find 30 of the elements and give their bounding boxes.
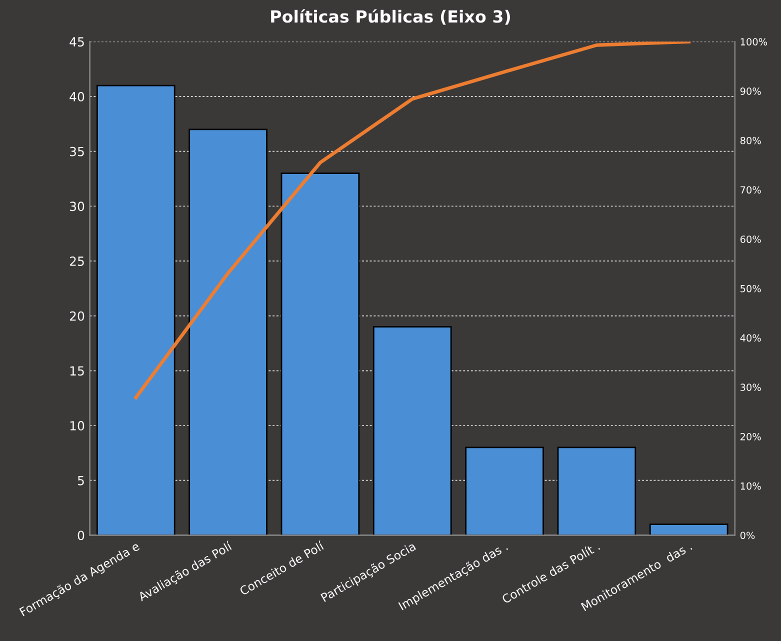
y-tick-label: 40 (70, 92, 84, 102)
chart-title: Políticas Públicas (Eixo 3) (271, 9, 510, 25)
y2-tick-label: 10% (740, 482, 761, 490)
y2-tick-label: 80% (740, 136, 761, 144)
y-tick-label: 15 (70, 366, 84, 376)
bar (96, 84, 176, 536)
y2-tick-label: 0% (740, 532, 755, 540)
bar (280, 172, 360, 536)
y2-tick-label: 60% (740, 236, 761, 243)
bar (188, 128, 268, 536)
bar (649, 524, 728, 536)
y-tick-label: 25 (70, 256, 84, 266)
y2-tick-label: 20% (740, 433, 761, 440)
y-tick-label: 5 (78, 476, 84, 486)
y2-tick-label: 100% (740, 38, 768, 46)
y-tick-label: 0 (78, 530, 84, 540)
y2-tick-label: 90% (740, 88, 761, 95)
bar (557, 446, 636, 536)
y2-tick-label: 30% (740, 384, 761, 391)
y2-tick-label: 70% (740, 186, 761, 194)
y-tick-label: 30 (70, 202, 84, 212)
y2-tick-label: 40% (740, 334, 761, 342)
y2-tick-label: 50% (740, 284, 761, 292)
y-tick-label: 35 (70, 146, 84, 156)
y-tick-label: 20 (70, 311, 84, 321)
y-tick-label: 45 (70, 37, 84, 47)
bar (465, 446, 544, 536)
y-tick-label: 10 (70, 421, 84, 430)
line-series (134, 42, 691, 400)
bar (372, 326, 452, 536)
